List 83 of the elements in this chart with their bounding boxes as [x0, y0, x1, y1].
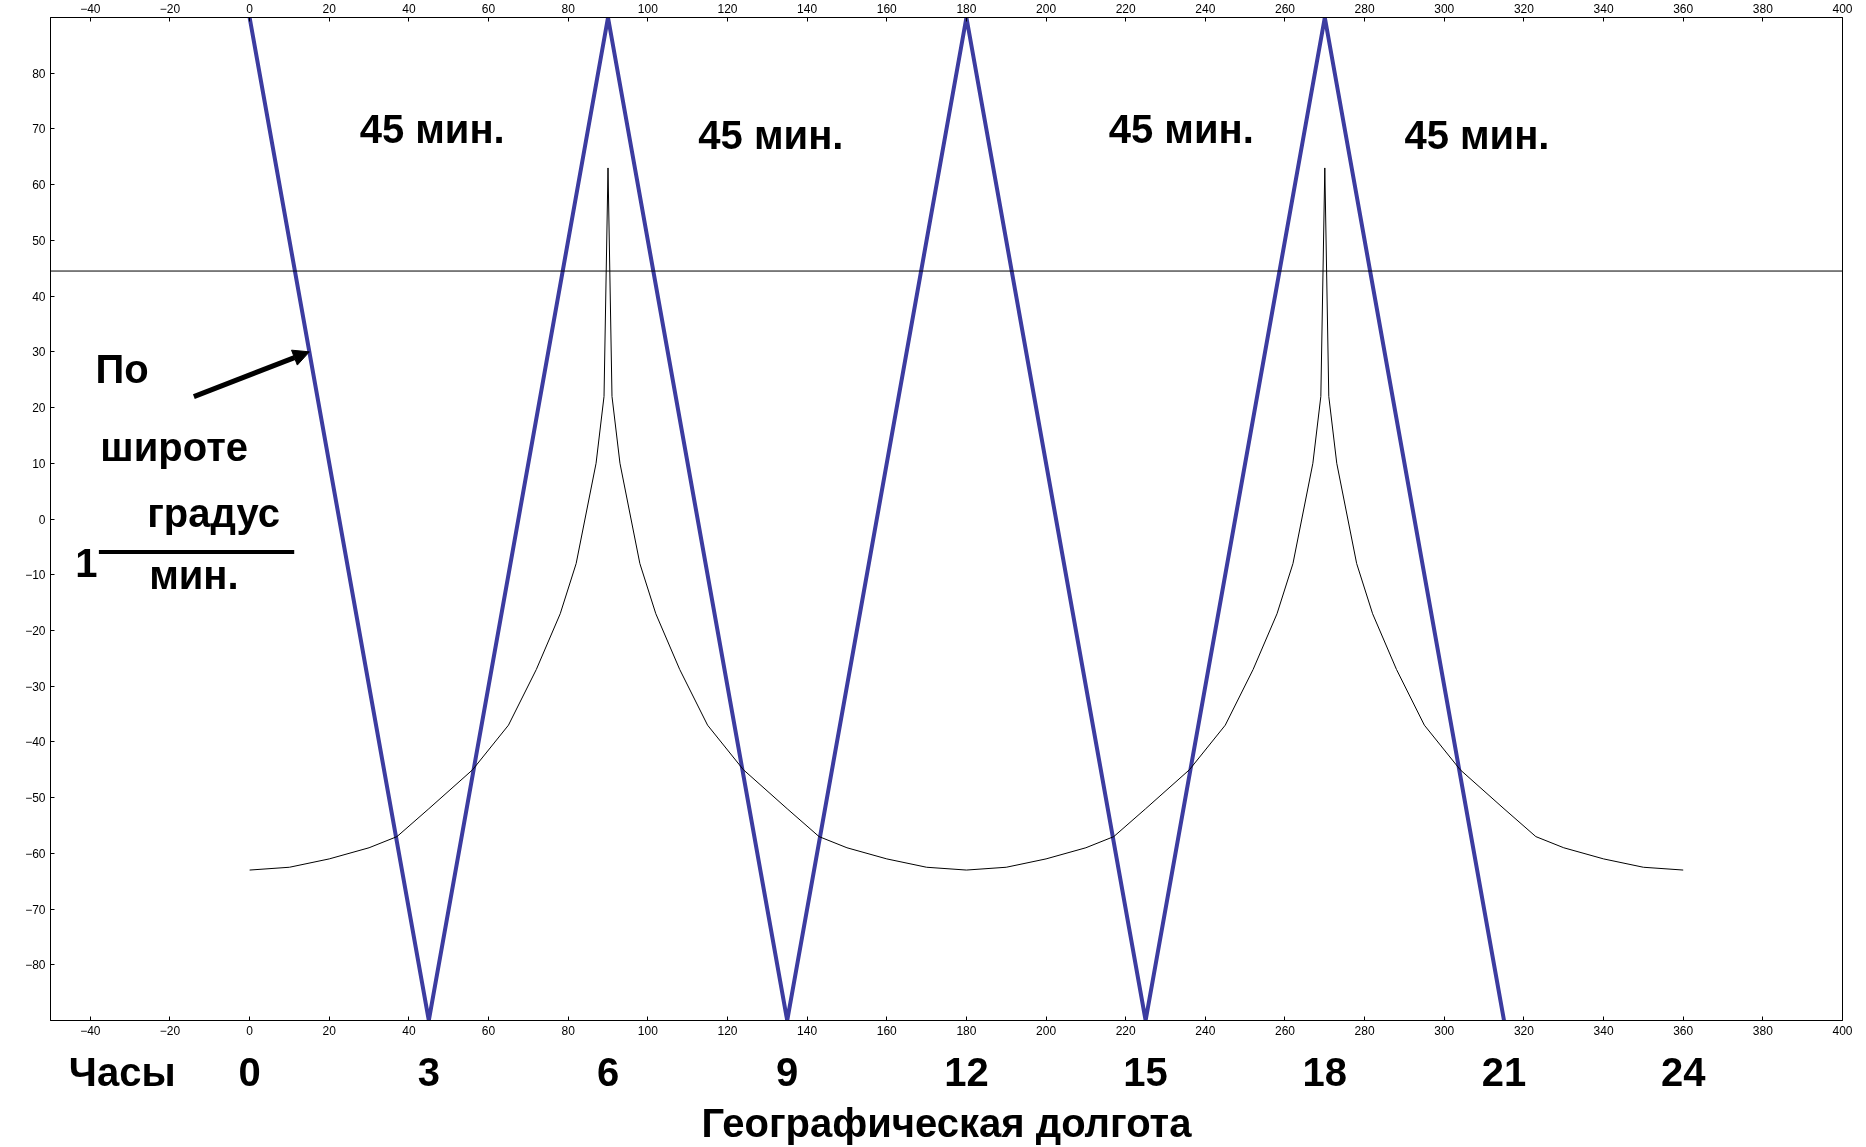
x2-tick-label: 360 — [1673, 1023, 1694, 1038]
annotation: 45 мин. — [698, 112, 844, 157]
y-tick-label: 80 — [32, 66, 46, 81]
x-tick-label: 120 — [717, 1, 738, 16]
x-tick-label: 220 — [1115, 1, 1137, 16]
text: 18 — [1302, 1049, 1348, 1094]
x-tick-label: 60 — [481, 1, 496, 16]
x-axis-title: Географическая долгота — [701, 1100, 1193, 1145]
x-tick-label: 320 — [1513, 1, 1535, 16]
annotation: градус — [147, 490, 280, 535]
annotation: 1 — [75, 541, 98, 586]
x-tick-label: 40 — [402, 1, 416, 16]
text: 15 — [1123, 1049, 1168, 1094]
annotation: мин. — [149, 553, 239, 598]
text: 24 — [1660, 1049, 1707, 1094]
x-tick-label: 240 — [1195, 1, 1216, 16]
y-tick-label: 20 — [32, 401, 46, 416]
x-tick-label: 180 — [956, 1, 977, 16]
x-tick-label: 280 — [1354, 1, 1375, 16]
x2-tick-label: 380 — [1752, 1023, 1774, 1038]
y-tick-label: 70 — [32, 122, 46, 137]
text: Часы — [68, 1049, 176, 1094]
x2-tick-label: 0 — [246, 1023, 254, 1038]
y-tick-label: −60 — [25, 846, 46, 861]
annotation: 45 мин. — [1404, 112, 1550, 157]
x2-tick-label: 160 — [876, 1023, 898, 1038]
y-tick-label: −50 — [25, 791, 46, 806]
y-tick-label: 0 — [38, 512, 46, 527]
x2-tick-label: −40 — [80, 1023, 101, 1038]
x-tick-label: 0 — [246, 1, 254, 16]
y-tick-label: −70 — [25, 902, 46, 917]
x-tick-label: 200 — [1036, 1, 1057, 16]
y-tick-label: 50 — [32, 233, 46, 248]
x2-tick-label: 140 — [797, 1023, 818, 1038]
x-tick-label: −40 — [80, 1, 101, 16]
text: 12 — [944, 1049, 989, 1094]
x2-tick-label: 180 — [956, 1023, 977, 1038]
text: 6 — [596, 1049, 620, 1094]
y-tick-label: 60 — [32, 178, 46, 193]
y-tick-label: −30 — [25, 679, 46, 694]
x2-tick-label: 100 — [637, 1023, 659, 1038]
text: 9 — [776, 1049, 799, 1094]
y-tick-label: −20 — [25, 623, 46, 638]
x-tick-label: −20 — [159, 1, 181, 16]
x-tick-label: 260 — [1274, 1, 1296, 16]
y-tick-label: 30 — [32, 345, 46, 360]
x2-tick-label: 80 — [561, 1023, 576, 1038]
text: 3 — [417, 1049, 440, 1094]
x-tick-label: 140 — [797, 1, 818, 16]
x-tick-label: 20 — [322, 1, 337, 16]
x2-tick-label: 40 — [402, 1023, 416, 1038]
x-tick-label: 360 — [1673, 1, 1694, 16]
x-tick-label: 400 — [1832, 1, 1853, 16]
x-tick-label: 80 — [561, 1, 576, 16]
x2-tick-label: 280 — [1354, 1023, 1375, 1038]
x2-tick-label: 400 — [1832, 1023, 1853, 1038]
x-tick-label: 340 — [1593, 1, 1614, 16]
annotation: широте — [100, 424, 248, 469]
x2-tick-label: 60 — [481, 1023, 496, 1038]
x2-tick-label: 20 — [322, 1023, 337, 1038]
x-tick-label: 300 — [1434, 1, 1455, 16]
x2-tick-label: −20 — [159, 1023, 181, 1038]
y-tick-label: −10 — [25, 568, 46, 583]
annotation: 45 мин. — [1108, 106, 1254, 151]
x2-tick-label: 340 — [1593, 1023, 1614, 1038]
x2-tick-label: 240 — [1195, 1023, 1216, 1038]
text: 0 — [238, 1049, 261, 1094]
x2-tick-label: 320 — [1513, 1023, 1535, 1038]
x2-tick-label: 300 — [1434, 1023, 1455, 1038]
annotation: 45 мин. — [359, 106, 505, 151]
y-tick-label: −80 — [25, 958, 46, 973]
x2-tick-label: 260 — [1274, 1023, 1296, 1038]
x2-tick-label: 120 — [717, 1023, 738, 1038]
y-tick-label: −40 — [25, 735, 46, 750]
x2-tick-label: 200 — [1036, 1023, 1057, 1038]
text: 21 — [1481, 1049, 1527, 1094]
x2-tick-label: 220 — [1115, 1023, 1137, 1038]
annotation: По — [95, 346, 149, 391]
x-tick-label: 380 — [1752, 1, 1774, 16]
x-tick-label: 100 — [637, 1, 659, 16]
y-tick-label: 10 — [32, 456, 46, 471]
y-tick-label: 40 — [32, 289, 46, 304]
x-tick-label: 160 — [876, 1, 898, 16]
